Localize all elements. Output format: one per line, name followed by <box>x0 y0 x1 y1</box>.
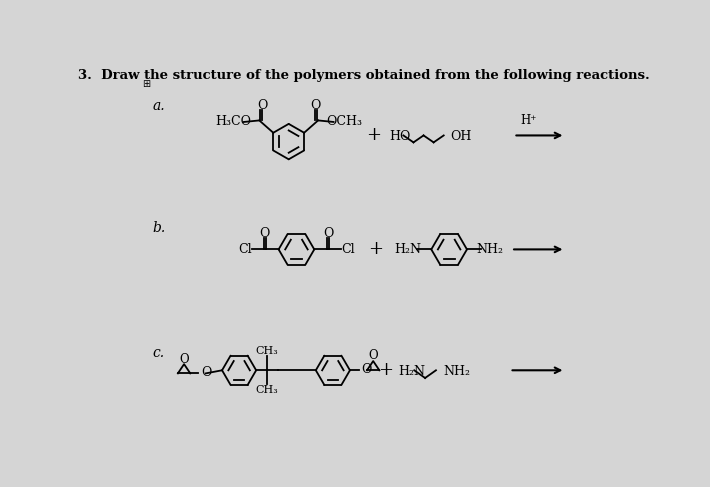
Text: a.: a. <box>153 99 165 113</box>
Text: CH₃: CH₃ <box>256 385 278 394</box>
Text: HO: HO <box>390 131 411 144</box>
Text: 3.  Draw the structure of the polymers obtained from the following reactions.: 3. Draw the structure of the polymers ob… <box>78 69 650 82</box>
Text: O: O <box>323 227 334 240</box>
Text: O: O <box>259 227 270 240</box>
Text: c.: c. <box>153 346 165 360</box>
Text: O: O <box>257 98 268 112</box>
Text: b.: b. <box>153 221 165 235</box>
Text: +: + <box>368 241 383 259</box>
Text: H₂N: H₂N <box>399 365 426 378</box>
Text: NH₂: NH₂ <box>443 365 470 378</box>
Text: +: + <box>378 361 393 379</box>
Text: CH₃: CH₃ <box>256 346 278 356</box>
Text: O: O <box>310 98 321 112</box>
Text: H⁺: H⁺ <box>520 113 537 127</box>
Text: O: O <box>201 366 212 379</box>
Text: ⊞: ⊞ <box>142 79 150 89</box>
Text: O: O <box>361 363 372 376</box>
Text: OCH₃: OCH₃ <box>327 115 362 129</box>
Text: H₃CO: H₃CO <box>215 115 251 129</box>
Text: NH₂: NH₂ <box>476 243 503 256</box>
Text: +: + <box>366 127 381 145</box>
Text: Cl: Cl <box>341 243 354 256</box>
Text: H₂N: H₂N <box>395 243 422 256</box>
Text: Cl: Cl <box>239 243 252 256</box>
Text: O: O <box>179 353 189 366</box>
Text: OH: OH <box>451 131 472 144</box>
Text: O: O <box>368 349 378 362</box>
